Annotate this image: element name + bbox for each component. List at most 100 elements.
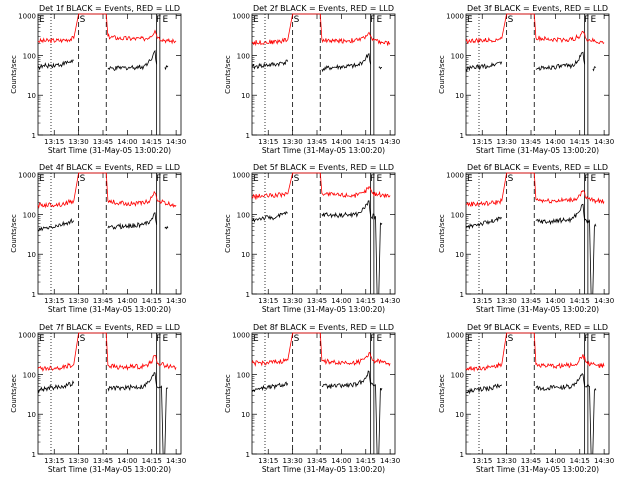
x-tick-label: 13:15	[258, 297, 278, 305]
annotation-label: E	[467, 334, 473, 344]
y-tick-label: 100	[237, 371, 250, 379]
y-tick-label: 100	[23, 371, 36, 379]
events-series-line	[251, 53, 382, 73]
x-tick-label: 13:30	[283, 297, 303, 305]
x-tick-label: 14:15	[570, 297, 590, 305]
x-tick-label: 13:15	[258, 457, 278, 465]
x-axis-label: Start Time (31-May-05 13:00:20)	[262, 146, 385, 155]
x-tick-label: 13:30	[69, 457, 89, 465]
annotation-label: E	[39, 334, 45, 344]
x-tick-label: 14:15	[356, 457, 376, 465]
lld-series-line	[37, 332, 177, 372]
annotation-label: F	[370, 174, 375, 184]
annotation-label: E	[163, 334, 169, 344]
annotation-label: F	[584, 174, 589, 184]
annotation-label: F	[584, 334, 589, 344]
chart-title: Det 8f BLACK = Events, RED = LLD	[253, 323, 394, 332]
plot-frame	[465, 172, 610, 295]
x-axis-label: Start Time (31-May-05 13:00:20)	[476, 305, 599, 314]
y-tick-label: 100	[451, 52, 464, 60]
annotation-label: E	[591, 15, 597, 25]
x-tick-label: 14:00	[545, 457, 565, 465]
y-tick-label: 100	[451, 371, 464, 379]
annotation-label: E	[253, 174, 259, 184]
annotation-label: S	[508, 334, 514, 344]
x-tick-label: 13:30	[497, 138, 517, 146]
events-series-line	[251, 200, 383, 295]
y-axis-label: Counts/sec	[10, 374, 18, 413]
lld-series-line	[465, 332, 605, 372]
annotation-label: S	[294, 15, 300, 25]
x-tick-label: 14:15	[570, 138, 590, 146]
y-tick-label: 1	[460, 451, 464, 459]
chart-panel: Det 8f BLACK = Events, RED = LLD 1 10 100 10…	[224, 323, 400, 474]
chart-title: Det 6f BLACK = Events, RED = LLD	[467, 163, 608, 172]
plot-frame	[465, 13, 610, 136]
x-axis-label: Start Time (31-May-05 13:00:20)	[476, 146, 599, 155]
x-tick-label: 13:45	[521, 297, 541, 305]
x-tick-label: 14:00	[117, 138, 137, 146]
y-tick-label: 1	[32, 291, 36, 299]
y-tick-label: 1000	[232, 172, 250, 180]
lld-series-line	[465, 172, 605, 208]
y-tick-label: 10	[241, 251, 250, 259]
y-tick-label: 10	[27, 411, 36, 419]
y-axis-label: Counts/sec	[10, 55, 18, 94]
y-tick-label: 100	[451, 211, 464, 219]
lld-series-line	[251, 13, 391, 47]
plot-frame	[465, 332, 610, 455]
annotation-label: F	[156, 15, 161, 25]
y-tick-label: 100	[237, 52, 250, 60]
x-tick-label: 14:15	[356, 297, 376, 305]
annotation-label: S	[294, 334, 300, 344]
chart-title: Det 7f BLACK = Events, RED = LLD	[39, 323, 180, 332]
y-tick-label: 10	[27, 251, 36, 259]
annotation-label: E	[253, 15, 259, 25]
annotation-label: E	[377, 334, 383, 344]
plot-frame	[251, 13, 396, 136]
x-tick-label: 14:30	[380, 457, 400, 465]
x-tick-label: 14:15	[142, 138, 162, 146]
x-tick-label: 13:30	[497, 457, 517, 465]
x-tick-label: 14:00	[331, 138, 351, 146]
y-tick-label: 1	[246, 451, 250, 459]
lld-series-line	[37, 13, 177, 45]
chart-panel: Det 1f BLACK = Events, RED = LLD 1 10 100 10…	[10, 4, 186, 155]
plot-frame	[37, 332, 182, 455]
chart-title: Det 2f BLACK = Events, RED = LLD	[253, 4, 394, 13]
chart-panel: Det 2f BLACK = Events, RED = LLD 1 10 100 10…	[224, 4, 400, 155]
annotation-label: S	[508, 15, 514, 25]
y-tick-label: 1	[460, 132, 464, 140]
y-tick-label: 1000	[18, 172, 36, 180]
y-tick-label: 1	[246, 132, 250, 140]
annotation-label: E	[591, 174, 597, 184]
x-axis-label: Start Time (31-May-05 13:00:20)	[262, 465, 385, 474]
x-tick-label: 14:00	[117, 457, 137, 465]
y-axis-label: Counts/sec	[438, 214, 446, 253]
annotation-label: E	[467, 174, 473, 184]
plot-frame	[37, 13, 182, 136]
x-axis-label: Start Time (31-May-05 13:00:20)	[48, 305, 171, 314]
y-axis-label: Counts/sec	[224, 374, 232, 413]
plot-frame	[251, 332, 396, 455]
y-tick-label: 10	[241, 92, 250, 100]
x-tick-label: 13:45	[93, 297, 113, 305]
y-axis-label: Counts/sec	[438, 374, 446, 413]
annotation-label: S	[80, 174, 86, 184]
chart-panel: Det 4f BLACK = Events, RED = LLD 1 10 100 10…	[10, 163, 186, 314]
x-tick-label: 13:15	[472, 297, 492, 305]
y-tick-label: 1000	[232, 13, 250, 21]
lld-series-line	[465, 13, 605, 45]
y-axis-label: Counts/sec	[438, 55, 446, 94]
x-tick-label: 14:30	[166, 138, 186, 146]
x-tick-label: 13:45	[307, 297, 327, 305]
annotation-label: S	[80, 15, 86, 25]
chart-panel: Det 6f BLACK = Events, RED = LLD 1 10 100 10…	[438, 163, 614, 314]
y-axis-label: Counts/sec	[10, 214, 18, 253]
y-tick-label: 1000	[18, 332, 36, 340]
x-tick-label: 14:30	[594, 297, 614, 305]
annotation-label: E	[39, 15, 45, 25]
y-tick-label: 1000	[232, 332, 250, 340]
lld-series-line	[251, 172, 391, 201]
x-tick-label: 14:00	[331, 457, 351, 465]
